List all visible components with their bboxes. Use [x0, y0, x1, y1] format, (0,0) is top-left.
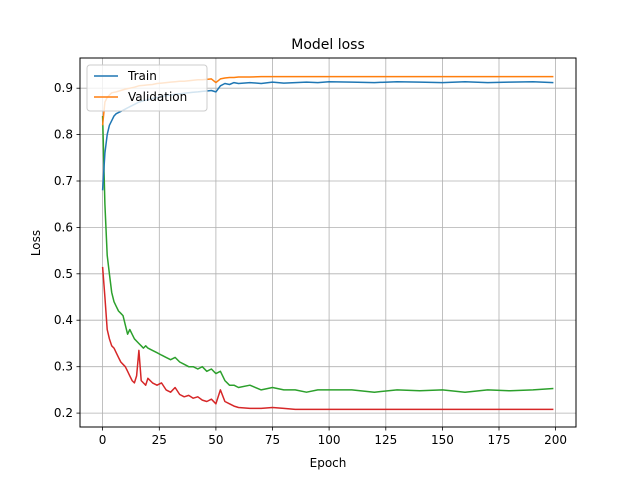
- x-tick-label: 50: [208, 433, 223, 447]
- y-tick-label: 0.3: [54, 360, 73, 374]
- y-tick-label: 0.7: [54, 174, 73, 188]
- legend-label-train: Train: [127, 69, 157, 83]
- x-tick-label: 125: [374, 433, 397, 447]
- y-tick-label: 0.8: [54, 128, 73, 142]
- x-tick-label: 100: [318, 433, 341, 447]
- x-tick-label: 0: [99, 433, 107, 447]
- grid: [80, 58, 576, 427]
- axis-ticks: 0 25 50 75 100 125 150 175 200 0.2 0.3 0.4 0.5 0.6 0.7…: [54, 81, 567, 447]
- series-line-unlabeled-1: [101, 115, 554, 393]
- x-tick-label: 175: [488, 433, 511, 447]
- y-tick-label: 0.5: [54, 267, 73, 281]
- plot-frame: [79, 57, 577, 428]
- y-tick-label: 0.2: [54, 406, 73, 420]
- series-line-unlabeled-2: [101, 266, 554, 411]
- y-axis-label: Loss: [29, 230, 43, 256]
- legend: Train Validation: [86, 64, 208, 112]
- y-tick-label: 0.4: [54, 313, 73, 327]
- x-axis-label: Epoch: [310, 456, 347, 470]
- x-tick-label: 75: [265, 433, 280, 447]
- legend-label-validation: Validation: [128, 90, 187, 104]
- chart-title: Model loss: [291, 37, 365, 53]
- y-tick-label: 0.9: [54, 81, 73, 95]
- y-tick-label: 0.6: [54, 220, 73, 234]
- x-tick-label: 25: [152, 433, 167, 447]
- x-tick-label: 150: [431, 433, 454, 447]
- x-tick-label: 200: [544, 433, 567, 447]
